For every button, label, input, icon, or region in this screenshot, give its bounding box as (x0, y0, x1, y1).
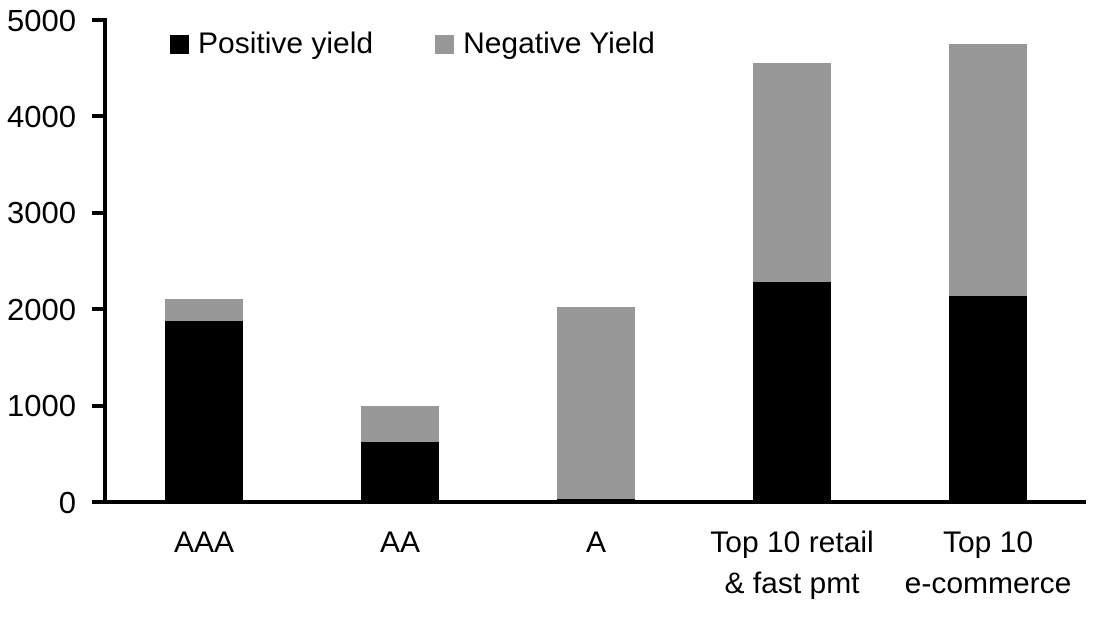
y-tick-label: 1000 (7, 388, 76, 424)
chart-legend: Positive yield Negative Yield (170, 27, 655, 61)
legend-label-positive-yield: Positive yield (198, 27, 374, 60)
negative-yield-swatch-icon (435, 34, 455, 54)
y-tick-mark (92, 403, 104, 408)
y-tick-label: 0 (58, 484, 76, 520)
x-category-label: Top 10 e-commerce (904, 526, 1072, 600)
positive-yield-swatch-icon (170, 34, 189, 54)
bar-positive-segment (949, 295, 1027, 502)
y-tick-mark (92, 210, 104, 215)
y-tick-mark (92, 114, 104, 119)
bar-negative-segment (949, 44, 1027, 296)
bar-positive-segment (361, 442, 439, 502)
x-axis-line (92, 500, 1086, 504)
y-axis-line (103, 18, 107, 504)
y-tick-label: 2000 (7, 291, 76, 327)
x-category-label: Top 10 retail & fast pmt (710, 526, 874, 600)
y-tick-mark (92, 18, 104, 22)
y-tick-label: 3000 (7, 195, 76, 231)
bar-negative-segment (361, 405, 439, 443)
bar-negative-segment (165, 298, 243, 321)
bar-positive-segment (165, 320, 243, 502)
bar-positive-segment (753, 282, 831, 502)
legend-item-positive-yield: Positive yield (170, 27, 373, 61)
legend-label-negative-yield: Negative Yield (463, 27, 655, 60)
x-category-label: AAA (173, 526, 235, 559)
y-tick-label: 4000 (7, 98, 76, 134)
x-category-label: AA (379, 526, 421, 559)
legend-item-negative-yield: Negative Yield (435, 27, 655, 61)
bar-negative-segment (557, 306, 635, 499)
bar-negative-segment (753, 63, 831, 283)
x-category-label: A (585, 526, 606, 559)
y-tick-label: 5000 (7, 2, 76, 38)
bar-positive-segment (557, 498, 635, 502)
y-tick-mark (92, 307, 104, 312)
